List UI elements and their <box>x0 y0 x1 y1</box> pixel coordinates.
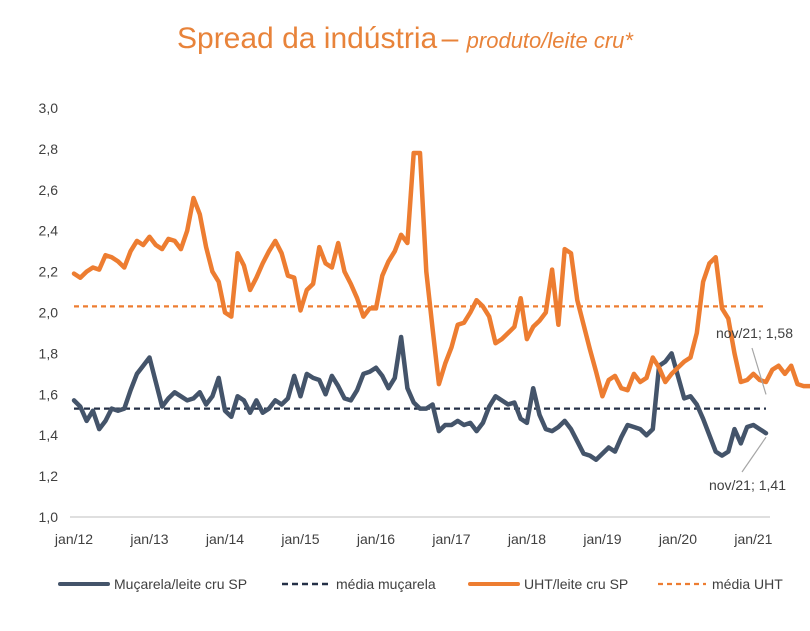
y-tick-label: 2,8 <box>39 141 59 157</box>
annotation-mucarela: nov/21; 1,41 <box>709 477 786 493</box>
annotation-leader-uht <box>751 347 767 395</box>
y-tick-label: 3,0 <box>39 100 59 116</box>
x-tick-label: jan/16 <box>356 531 395 547</box>
y-axis: 1,0 1,2 1,4 1,6 1,8 2,0 2,2 2,4 2,6 2,8 3,0 <box>39 100 59 525</box>
legend-label: UHT/leite cru SP <box>524 576 628 592</box>
y-tick-label: 1,8 <box>39 345 59 361</box>
title-subtitle: produto/leite cru* <box>466 28 635 53</box>
legend-label: média UHT <box>712 576 783 592</box>
x-tick-label: jan/18 <box>507 531 546 547</box>
title-main: Spread da indústria <box>177 22 437 55</box>
x-tick-label: jan/15 <box>280 531 319 547</box>
x-tick-label: jan/19 <box>582 531 621 547</box>
x-tick-label: jan/20 <box>658 531 697 547</box>
legend-label: média muçarela <box>336 576 436 592</box>
y-tick-label: 1,2 <box>39 468 59 484</box>
x-tick-label: jan/21 <box>733 531 772 547</box>
annotation-uht: nov/21; 1,58 <box>716 325 793 341</box>
y-tick-label: 1,0 <box>39 509 59 525</box>
chart-title: Spread da indústria – produto/leite cru* <box>177 22 634 55</box>
y-tick-label: 1,4 <box>39 427 59 443</box>
title-dash: – <box>442 22 467 55</box>
x-axis: jan/12 jan/13 jan/14 jan/15 jan/16 jan/17 jan/… <box>54 531 773 547</box>
series-mu-arela-leite-cru-sp <box>71 334 769 462</box>
series-uht-leite-cru-sp <box>71 150 810 399</box>
legend-label: Muçarela/leite cru SP <box>114 576 247 592</box>
y-tick-label: 2,6 <box>39 182 59 198</box>
y-tick-label: 2,0 <box>39 305 59 321</box>
legend: Muçarela/leite cru SP média muçarela UHT/l… <box>58 576 783 592</box>
y-tick-label: 2,4 <box>39 223 59 239</box>
x-tick-label: jan/12 <box>54 531 93 547</box>
x-tick-label: jan/14 <box>205 531 244 547</box>
annotation-leader-mucarela <box>741 436 767 473</box>
y-tick-label: 1,6 <box>39 386 59 402</box>
y-tick-label: 2,2 <box>39 264 59 280</box>
series-layer <box>71 150 810 462</box>
x-tick-label: jan/17 <box>431 531 470 547</box>
x-tick-label: jan/13 <box>129 531 168 547</box>
annotation-layer: nov/21; 1,58 nov/21; 1,41 <box>709 325 793 493</box>
